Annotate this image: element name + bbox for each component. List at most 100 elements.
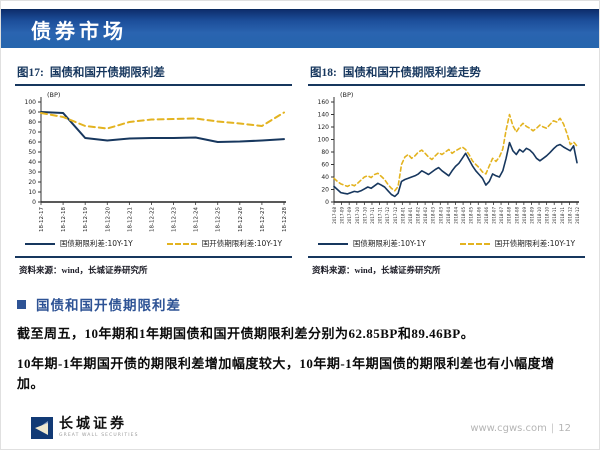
- svg-text:20: 20: [28, 179, 36, 186]
- legend-item-cdb: 国开债期限利差:10Y-1Y: [166, 238, 282, 249]
- svg-text:160: 160: [318, 99, 330, 106]
- svg-text:2018-09: 2018-09: [529, 207, 534, 224]
- page-number: 12: [558, 422, 571, 434]
- svg-text:18-12-23: 18-12-23: [172, 207, 178, 232]
- chart-title-fig17: 图17: 国债和国开债期限利差: [15, 62, 292, 86]
- svg-text:100: 100: [318, 137, 330, 144]
- svg-text:2018-01: 2018-01: [408, 207, 413, 224]
- svg-text:18-12-22: 18-12-22: [149, 207, 155, 232]
- legend-fig18: 国债期限利差:10Y-1Y 国开债期限利差:10Y-1Y: [308, 238, 585, 249]
- svg-text:2018-11: 2018-11: [552, 207, 557, 224]
- footer: 长城证券 GREAT WALL SECURITIES www.cgws.com |…: [1, 417, 599, 439]
- figure-title: 国债和国开债期限利差走势: [342, 67, 481, 79]
- charts-row: 图17: 国债和国开债期限利差 0 10 20 30 40 50 60 70 80 90 100 (BP…: [1, 48, 599, 276]
- svg-text:2018-04: 2018-04: [454, 207, 459, 224]
- svg-text:2018-12: 2018-12: [567, 207, 572, 224]
- svg-text:2018-07: 2018-07: [499, 207, 504, 224]
- svg-text:2017-10: 2017-10: [362, 207, 367, 224]
- section-heading-text: 国债和国开债期限利差: [36, 298, 181, 313]
- footer-page-info: www.cgws.com | 12: [470, 423, 571, 434]
- svg-text:18-12-18: 18-12-18: [61, 207, 67, 232]
- svg-text:40: 40: [28, 159, 36, 166]
- svg-text:120: 120: [318, 124, 330, 131]
- svg-text:2017-09: 2017-09: [347, 207, 352, 224]
- svg-text:2018-02: 2018-02: [416, 207, 421, 224]
- svg-text:2018-07: 2018-07: [491, 207, 496, 224]
- source-note: 资料来源：wind，长城证券研究所: [19, 265, 148, 275]
- legend-item-cdb: 国开债期限利差:10Y-1Y: [459, 238, 575, 249]
- chart-panel-fig18: 图18: 国债和国开债期限利差走势 0 20 40 60 80 100 120 140 160 (B…: [308, 62, 585, 276]
- logo-name-cn: 长城证券: [59, 416, 127, 432]
- svg-text:2018-06: 2018-06: [484, 207, 489, 224]
- line-chart-fig17: 0 10 20 30 40 50 60 70 80 90 100 (BP) 18-12-17 18-12-…: [25, 91, 288, 232]
- svg-text:(BP): (BP): [340, 91, 353, 99]
- svg-text:2018-08: 2018-08: [514, 207, 519, 224]
- header-bar: 债券市场: [1, 9, 599, 48]
- svg-text:140: 140: [318, 112, 330, 119]
- svg-text:2018-03: 2018-03: [431, 207, 436, 224]
- section-heading: 国债和国开债期限利差: [17, 294, 581, 314]
- legend-item-treasury: 国债期限利差:10Y-1Y: [317, 238, 426, 249]
- treasury-line-swatch: [317, 242, 348, 245]
- svg-text:2018-02: 2018-02: [423, 207, 428, 224]
- svg-text:60: 60: [321, 162, 329, 169]
- svg-text:2017-11: 2017-11: [378, 207, 383, 224]
- svg-text:2018-04: 2018-04: [446, 207, 451, 224]
- bullet-square-icon: [17, 299, 26, 309]
- svg-text:70: 70: [28, 129, 36, 136]
- svg-text:2018-05: 2018-05: [469, 207, 474, 224]
- svg-text:60: 60: [28, 139, 36, 146]
- svg-text:80: 80: [28, 119, 36, 126]
- svg-text:2017-09: 2017-09: [340, 207, 345, 224]
- figure-title: 国债和国开债期限利差: [49, 67, 165, 79]
- body-paragraph-1: 截至周五，10年期和1年期国债和国开债期限利差分别为62.85BP和89.46B…: [17, 326, 475, 341]
- svg-text:30: 30: [28, 169, 36, 176]
- svg-text:18-12-19: 18-12-19: [83, 207, 89, 232]
- great-wall-logo-icon: [31, 417, 53, 439]
- svg-text:2018-03: 2018-03: [438, 207, 443, 224]
- svg-text:2018-06: 2018-06: [476, 207, 481, 224]
- cdb-line-swatch: [459, 242, 490, 245]
- svg-text:2018-10: 2018-10: [537, 207, 542, 224]
- svg-text:(BP): (BP): [47, 91, 60, 99]
- logo-name-en: GREAT WALL SECURITIES: [59, 433, 139, 439]
- svg-text:40: 40: [321, 174, 329, 181]
- svg-text:2018-11: 2018-11: [560, 207, 565, 224]
- svg-text:100: 100: [25, 99, 37, 106]
- legend-label: 国债期限利差:10Y-1Y: [59, 239, 133, 248]
- footer-divider: |: [550, 422, 555, 434]
- svg-text:20: 20: [321, 187, 329, 194]
- svg-text:2018-05: 2018-05: [461, 207, 466, 224]
- svg-text:2018-12: 2018-12: [575, 207, 580, 224]
- logo-text: 长城证券 GREAT WALL SECURITIES: [59, 416, 139, 439]
- figure-label: 图17:: [17, 67, 44, 79]
- legend-label: 国债期限利差:10Y-1Y: [352, 239, 426, 248]
- svg-text:18-12-28: 18-12-28: [282, 207, 288, 232]
- top-strip: [1, 1, 599, 9]
- body-paragraph-2: 10年期-1年期国开债的期限利差增加幅度较大，10年期-1年期国债的期限利差也有…: [17, 356, 555, 392]
- svg-text:10: 10: [28, 189, 36, 196]
- svg-text:2018-01: 2018-01: [400, 207, 405, 224]
- svg-text:18-12-25: 18-12-25: [216, 207, 222, 232]
- svg-text:0: 0: [32, 199, 36, 206]
- svg-text:90: 90: [28, 109, 36, 116]
- svg-text:2017-08: 2017-08: [332, 207, 337, 224]
- panel-divider: [308, 256, 585, 258]
- svg-text:80: 80: [321, 149, 329, 156]
- page-title: 债券市场: [31, 20, 127, 43]
- figure-label: 图18:: [310, 67, 337, 79]
- svg-text:50: 50: [28, 149, 36, 156]
- svg-text:18-12-20: 18-12-20: [105, 207, 111, 232]
- panel-divider: [15, 256, 292, 258]
- legend-item-treasury: 国债期限利差:10Y-1Y: [24, 238, 133, 249]
- svg-text:0: 0: [325, 199, 329, 206]
- svg-text:18-12-21: 18-12-21: [127, 207, 133, 232]
- svg-text:2017-12: 2017-12: [393, 207, 398, 224]
- svg-text:18-12-27: 18-12-27: [260, 207, 266, 232]
- cdb-line-swatch: [166, 242, 197, 245]
- svg-text:2017-12: 2017-12: [385, 207, 390, 224]
- footer-url: www.cgws.com: [470, 422, 547, 434]
- body-block: 国债和国开债期限利差 截至周五，10年期和1年期国债和国开债期限利差分别为62.…: [1, 276, 599, 394]
